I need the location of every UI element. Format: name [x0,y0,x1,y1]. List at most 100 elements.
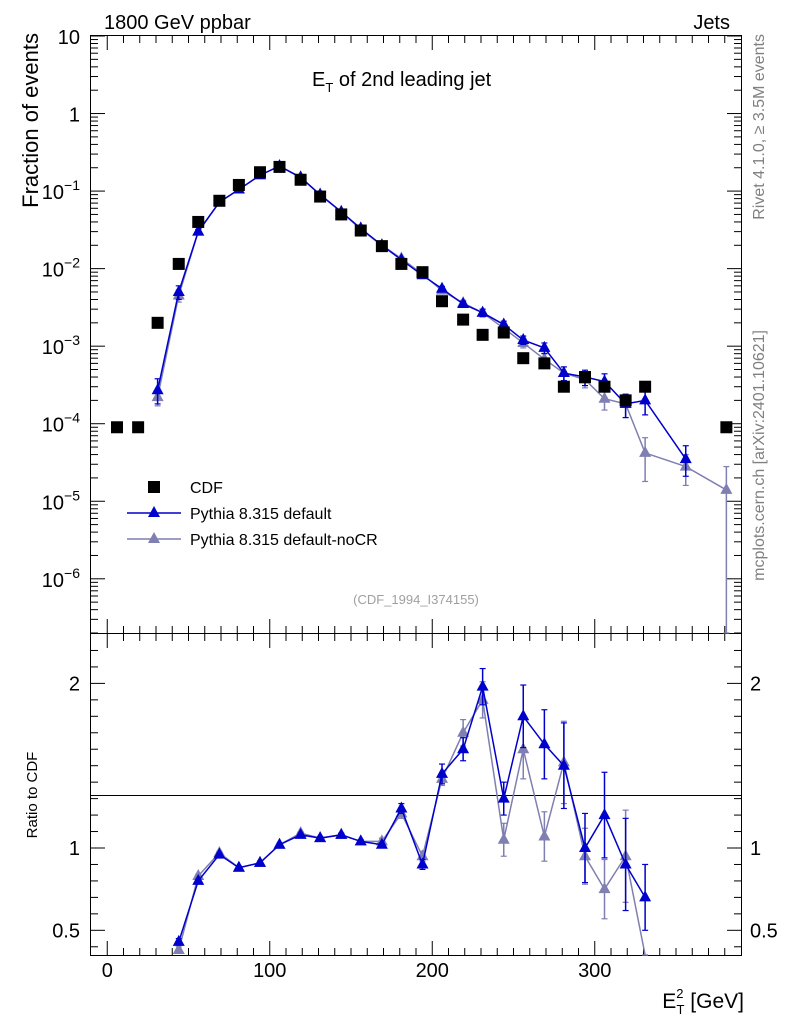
ratio-point-default [213,847,226,859]
ratio-point-default [538,737,551,749]
legend: CDF Pythia 8.315 default Pythia 8.315 de… [127,480,378,549]
ratio-point-default [517,709,530,721]
point-default [457,296,470,308]
point-cdf [457,313,470,326]
legend-label-default: Pythia 8.315 default [190,506,332,523]
y-tick-label: 10−4 [42,410,80,437]
y-tick-label: 10−1 [42,177,80,204]
series-line-default [156,165,687,460]
ratio-point-default [416,857,429,869]
ratio-point-default [598,808,611,820]
main-series [111,159,733,634]
mcplots-label: mcplots.cern.ch [arXiv:2401.10621] [751,330,768,581]
x-tick-label: 100 [253,960,286,982]
ratio-point-default [354,834,367,846]
point-cdf [192,215,205,228]
x-tick-labels: 0 100 200 300 [102,960,612,982]
legend-marker-nocr [148,532,160,543]
ratio-point-default [395,801,408,813]
point-cdf [213,194,226,207]
ratio-point-nocr [497,832,510,844]
legend-marker-default [148,506,160,517]
ratio-point-nocr [457,725,470,737]
ratio-point-default [557,758,570,770]
ratio-point-default [192,873,205,885]
point-cdf [639,380,652,393]
point-nocr [639,445,652,457]
legend-marker-cdf [148,481,160,493]
ratio-point-default [436,766,448,778]
point-default [436,281,448,293]
point-default [538,340,551,352]
ratio-point-nocr [598,882,611,894]
point-cdf [720,421,733,434]
x-axis-label: E2 T [GeV] [662,986,744,1017]
point-nocr [598,391,611,403]
legend-label-cdf: CDF [190,480,223,497]
ratio-point-nocr [538,829,551,841]
ratio-point-default [497,791,510,803]
ratio-point-nocr [172,943,185,955]
point-cdf [314,190,327,203]
analysis-tag: (CDF_1994_I374155) [353,592,479,607]
ratio-point-default [639,890,652,902]
ratio-point-default [457,742,470,754]
point-cdf [476,328,489,341]
header-left: 1800 GeV ppbar [104,12,251,34]
point-cdf [375,240,388,253]
point-cdf [517,352,530,365]
ratio-tick-label-left: 0.5 [52,920,80,942]
ratio-line-nocr [178,697,646,956]
point-cdf [132,421,145,434]
ratio-tick-label-left: 1 [69,838,80,860]
ratio-point-default [294,827,307,839]
point-cdf [354,224,367,237]
y-tick-label: 10 [58,27,80,49]
y-tick-label: 10−5 [42,487,80,514]
header-right: Jets [693,12,730,34]
y-tick-label: 1 [69,105,80,127]
ratio-point-default [335,827,348,839]
point-default [679,452,692,464]
point-cdf [172,257,185,270]
ratio-series [172,667,652,956]
point-default [639,393,652,405]
ratio-point-default [232,860,245,872]
axis-ticks [91,35,741,955]
ratio-tick-label-right: 2 [750,673,761,695]
ratio-point-default [273,837,286,849]
point-cdf [436,295,448,308]
ratio-tick-label-right: 0.5 [750,920,778,942]
point-cdf [557,380,570,393]
y-tick-label: 10−2 [42,255,80,282]
y-tick-labels: 10−6 10−5 10−4 10−3 10−2 10−1 1 10 [42,27,80,592]
rivet-label: Rivet 4.1.0, ≥ 3.5M events [751,34,768,220]
point-cdf [232,178,245,191]
point-cdf [273,160,286,173]
point-cdf [598,380,611,393]
point-cdf [151,316,164,329]
y-tick-label: 10−3 [42,332,80,359]
point-default [192,224,205,236]
ratio-point-default [579,841,591,852]
ratio-tick-label-right: 1 [750,838,761,860]
point-cdf [538,357,551,370]
y-tick-label: 10−6 [42,565,80,592]
point-cdf [416,266,429,279]
point-cdf [497,326,510,339]
main-frame [90,35,742,634]
main-ylabel: Fraction of events [18,33,43,208]
point-cdf [254,166,266,179]
ratio-point-default [476,679,489,691]
point-cdf [395,257,408,270]
point-cdf [335,208,348,221]
ratio-point-default [619,857,632,869]
chart-title: ET of 2nd leading jet [312,69,492,95]
x-tick-label: 300 [578,960,611,982]
point-cdf [111,421,123,434]
point-default [557,366,570,378]
point-default [497,317,510,329]
ratio-ylabel: Ratio to CDF [24,752,41,839]
series-line-nocr [156,165,727,491]
point-default [476,305,489,317]
